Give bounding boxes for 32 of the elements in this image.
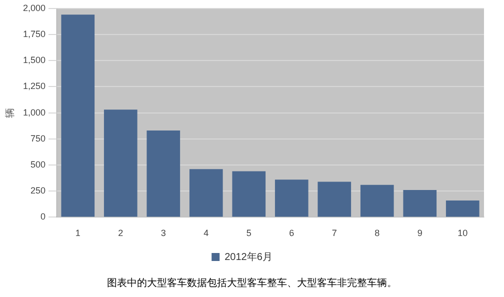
x-tick-label: 5 <box>246 228 252 238</box>
bar <box>274 180 308 217</box>
x-tick-label: 3 <box>160 228 166 238</box>
y-tick-label: 0 <box>40 212 46 222</box>
x-tick-label: 8 <box>374 228 380 238</box>
bar <box>61 14 95 217</box>
bar <box>446 200 480 217</box>
x-tick-label: 2 <box>118 228 124 238</box>
y-tick-label: 1,500 <box>22 55 46 66</box>
text: 图表中的大型客车数据包括大型客车整车、大型客车非完整车辆。 <box>106 276 398 290</box>
x-tick-label: 10 <box>458 228 468 238</box>
y-tick-label: 750 <box>30 133 46 144</box>
bar <box>232 171 266 217</box>
x-tick-label: 4 <box>204 228 209 238</box>
y-tick-label: 1,250 <box>22 81 46 92</box>
bar <box>189 169 223 217</box>
bar <box>318 182 352 217</box>
legend-label: 2012年6月 <box>224 250 272 263</box>
x-tick-label: 6 <box>289 228 294 238</box>
y-tick-label: 500 <box>30 159 46 170</box>
bar <box>360 184 394 217</box>
y-tick-label: 250 <box>30 186 46 196</box>
x-tick-label: 1 <box>75 228 80 238</box>
y-tick-label: 1,750 <box>22 28 46 39</box>
bar <box>104 110 138 217</box>
x-tick-label: 7 <box>332 228 337 238</box>
y-axis-title: 辆 <box>4 108 16 118</box>
bar <box>403 190 437 217</box>
y-tick-label: 1,000 <box>22 107 46 118</box>
bar <box>146 130 180 217</box>
x-tick-label: 9 <box>417 228 422 238</box>
y-tick-label: 2,000 <box>22 2 46 13</box>
